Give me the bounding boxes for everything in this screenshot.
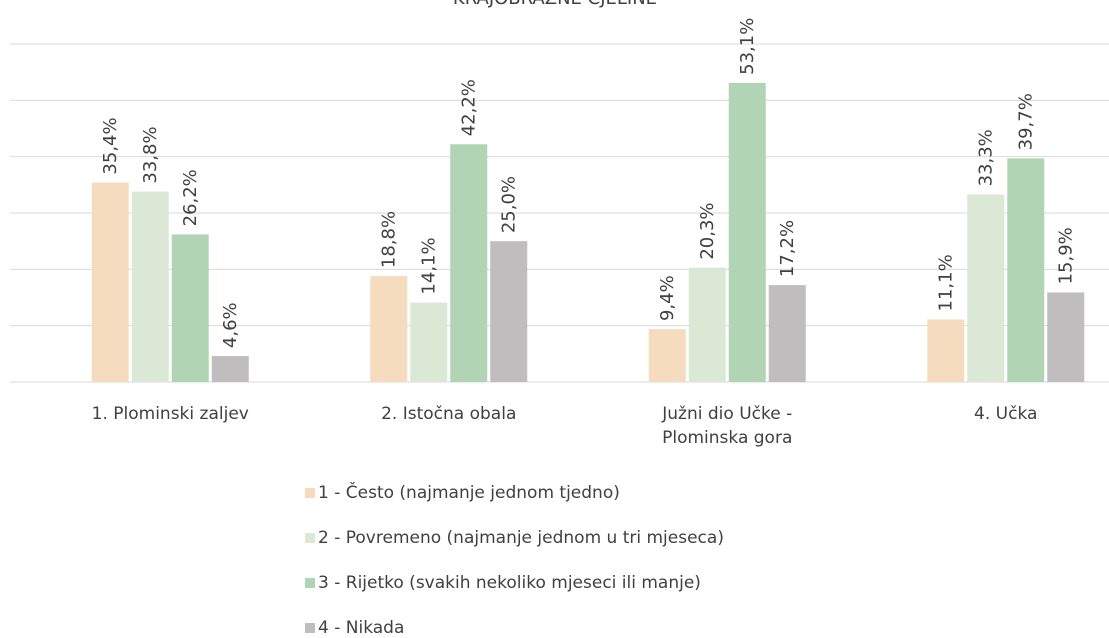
data-label: 33,8%	[140, 126, 161, 183]
data-label: 35,4%	[100, 117, 121, 174]
bar	[370, 276, 408, 382]
data-label: 53,1%	[737, 18, 758, 75]
bar	[171, 234, 209, 382]
legend-item: 2 - Povremeno (najmanje jednom u tri mje…	[305, 528, 724, 548]
legend-swatch	[305, 533, 315, 543]
legend-label: 2 - Povremeno (najmanje jednom u tri mje…	[318, 528, 724, 548]
legend-item: 1 - Često (najmanje jednom tjedno)	[305, 483, 620, 503]
bar	[490, 241, 528, 382]
bar	[648, 329, 686, 382]
data-label: 18,8%	[379, 211, 400, 268]
data-label: 42,2%	[459, 79, 480, 136]
legend-label: 3 - Rijetko (svakih nekoliko mjeseci ili…	[318, 573, 701, 593]
data-label: 9,4%	[657, 275, 678, 321]
legend-swatch	[305, 623, 315, 633]
legend-swatch	[305, 578, 315, 588]
legend-label: 1 - Često (najmanje jednom tjedno)	[318, 483, 620, 503]
data-label: 33,3%	[976, 129, 997, 186]
bar	[967, 194, 1005, 382]
data-label: 17,2%	[777, 220, 798, 277]
bar	[91, 182, 129, 382]
bar	[131, 191, 169, 382]
legend-item: 3 - Rijetko (svakih nekoliko mjeseci ili…	[305, 573, 701, 593]
bar	[688, 267, 726, 382]
legend-swatch	[305, 488, 315, 498]
chart-title: KRAJOBRAZNE CJELINE	[453, 0, 657, 9]
data-label: 15,9%	[1056, 227, 1077, 284]
bar	[1047, 292, 1085, 382]
data-label: 26,2%	[180, 169, 201, 226]
data-label: 25,0%	[499, 176, 520, 233]
x-tick-label: Južni dio Učke - Plominska gora	[662, 404, 793, 448]
x-tick-label: 2. Istočna obala	[381, 404, 517, 424]
x-tick-label: 4. Učka	[974, 404, 1038, 424]
legend-label: 4 - Nikada	[318, 618, 405, 638]
bar	[1007, 158, 1045, 382]
data-label: 39,7%	[1016, 93, 1037, 150]
legend-item: 4 - Nikada	[305, 618, 404, 638]
bar	[450, 144, 488, 382]
data-label: 20,3%	[697, 202, 718, 259]
bar	[768, 285, 806, 382]
bar	[927, 319, 965, 382]
bar	[211, 356, 249, 382]
x-tick-label: 1. Plominski zaljev	[91, 404, 249, 424]
data-label: 14,1%	[419, 237, 440, 294]
bar	[410, 302, 448, 382]
data-label: 4,6%	[220, 302, 241, 348]
data-label: 11,1%	[936, 254, 957, 311]
bar	[728, 82, 766, 383]
